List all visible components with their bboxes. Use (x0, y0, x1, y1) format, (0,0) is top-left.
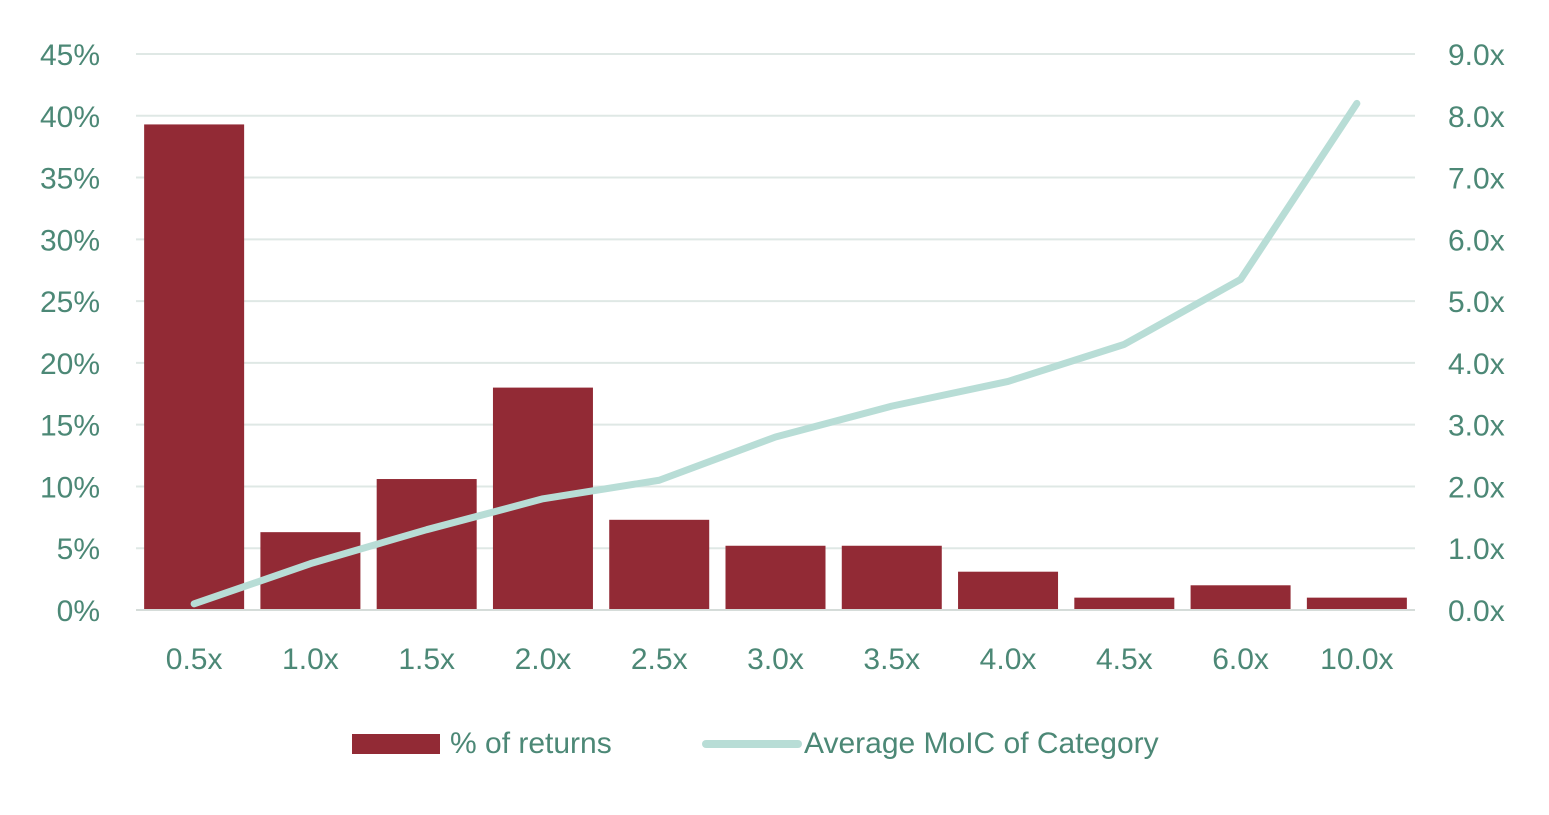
right-tick-label: 3.0x (1448, 410, 1505, 443)
gridlines (136, 53, 1415, 550)
x-tick-label: 3.0x (747, 643, 804, 676)
left-tick-label: 10% (40, 471, 100, 504)
right-tick-label: 0.0x (1448, 595, 1505, 628)
bar (376, 479, 477, 610)
x-tick-label: 4.0x (980, 643, 1037, 676)
left-tick-label: 15% (40, 410, 100, 443)
x-tick-label: 3.5x (863, 643, 920, 676)
bar (1074, 597, 1175, 610)
bar (958, 571, 1059, 610)
right-tick-label: 8.0x (1448, 101, 1505, 134)
left-tick-label: 45% (40, 39, 100, 72)
legend-label-bars: % of returns (450, 727, 612, 760)
moic-line (190, 99, 1361, 608)
x-tick-label: 0.5x (166, 643, 223, 676)
bar (841, 545, 942, 610)
left-tick-label: 35% (40, 163, 100, 196)
legend-swatch-bars (352, 734, 440, 754)
left-tick-label: 40% (40, 101, 100, 134)
right-y-axis: 0.0x 1.0x 2.0x 3.0x 4.0x 5.0x 6.0x 7.0x 8.0x 9.0x (1448, 39, 1505, 628)
bar-series (144, 124, 1407, 610)
left-tick-label: 5% (57, 533, 100, 566)
bar (144, 124, 245, 610)
left-tick-label: 30% (40, 224, 100, 257)
left-tick-label: 20% (40, 348, 100, 381)
bar (1306, 597, 1407, 610)
x-tick-label: 10.0x (1320, 643, 1393, 676)
right-tick-label: 1.0x (1448, 533, 1505, 566)
left-tick-label: 0% (57, 595, 100, 628)
x-tick-label: 4.5x (1096, 643, 1153, 676)
x-tick-label: 6.0x (1212, 643, 1269, 676)
left-y-axis: 0% 5% 10% 15% 20% 25% 30% 35% 40% 45% (40, 39, 100, 628)
right-tick-label: 4.0x (1448, 348, 1505, 381)
bar (725, 545, 826, 610)
x-tick-label: 2.5x (631, 643, 688, 676)
bar (1190, 585, 1291, 610)
bar (609, 519, 710, 610)
x-tick-label: 1.0x (282, 643, 339, 676)
legend-label-line: Average MoIC of Category (804, 727, 1159, 760)
bar (260, 532, 361, 610)
x-tick-label: 1.5x (398, 643, 455, 676)
x-axis: 0.5x 1.0x 1.5x 2.0x 2.5x 3.0x 3.5x 4.0x 4.5x 6.0x… (166, 643, 1394, 676)
line-series (190, 99, 1361, 608)
x-tick-label: 2.0x (515, 643, 572, 676)
right-tick-label: 6.0x (1448, 224, 1505, 257)
right-tick-label: 5.0x (1448, 286, 1505, 319)
legend: % of returns Average MoIC of Category (352, 727, 1159, 760)
right-tick-label: 9.0x (1448, 39, 1505, 72)
right-tick-label: 2.0x (1448, 471, 1505, 504)
right-tick-label: 7.0x (1448, 163, 1505, 196)
left-tick-label: 25% (40, 286, 100, 319)
